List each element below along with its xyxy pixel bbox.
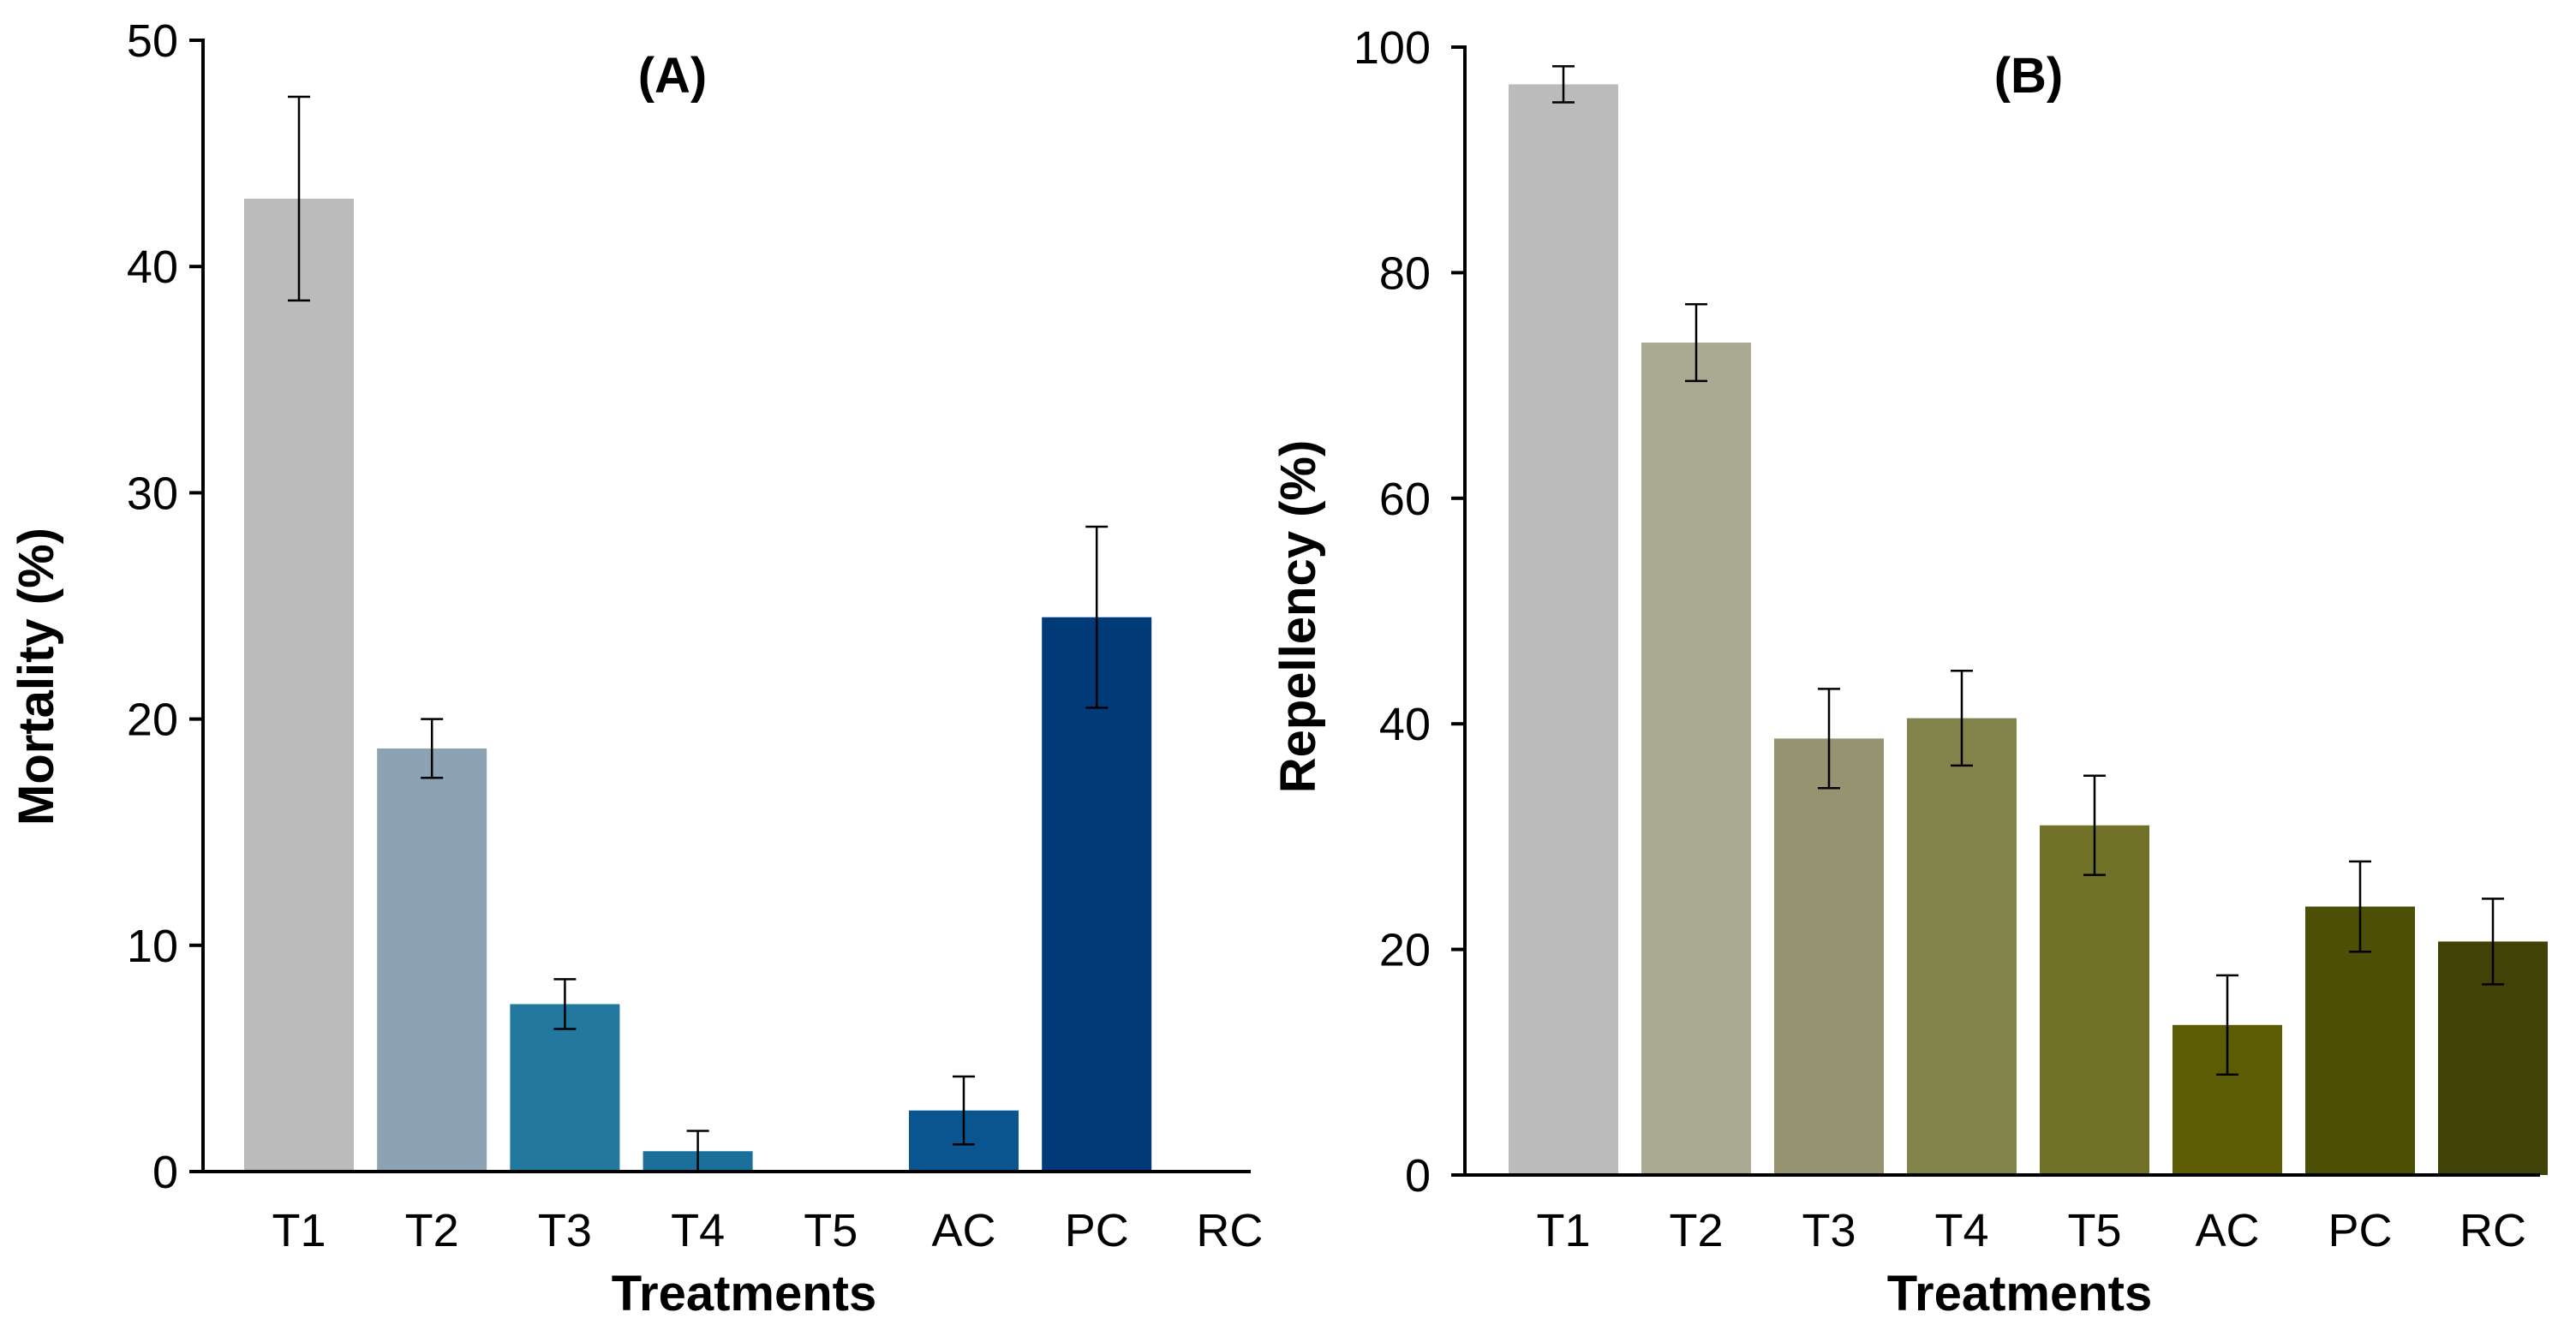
y-tick-label-20: 20 [1379,925,1431,976]
error-bar-t5 [2083,774,2106,876]
bar-t4 [1907,718,2017,1175]
x-tick-label-t1: T1 [1536,1205,1590,1256]
error-bar-pc [1085,525,1109,709]
error-bar-pc [2349,860,2371,953]
x-tick-label-rc: RC [1196,1205,1263,1256]
error-bar-t2 [421,718,444,779]
x-tick-label-rc: RC [2459,1205,2526,1256]
x-tick-label-t4: T4 [671,1205,725,1256]
error-bar-ac [953,1075,975,1146]
panel-a: T1 T2 T3 T4 T5 AC PC RC 0 10 20 30 40 50 (A) Treatments… [9,15,1263,1321]
y-tick-label-40: 40 [127,242,178,293]
x-axis-title: Treatments [1887,1266,2152,1321]
bar-t2 [377,748,487,1172]
x-tick-label-ac: AC [931,1205,995,1256]
error-bar-t4 [1951,670,1973,767]
y-tick-label-20: 20 [127,695,178,746]
x-tick-label-t1: T1 [272,1205,326,1256]
panel-title: (A) [638,48,708,104]
x-tick-label-t2: T2 [1669,1205,1723,1256]
error-bar-t3 [1818,688,1840,790]
y-tick-label-0: 0 [1405,1150,1431,1202]
y-tick-label-0: 0 [152,1147,178,1198]
panel-title: (B) [1994,48,2064,104]
panel-b: T1 T2 T3 T4 T5 AC PC RC 0 20 40 60 80 100 (B) Treatment… [1270,22,2548,1321]
bar-t5 [2040,825,2149,1175]
y-tick-label-50: 50 [127,15,178,67]
bar-t3 [1774,738,1884,1175]
x-tick-label-pc: PC [2328,1205,2392,1256]
error-bar-t1 [1552,65,1575,104]
x-tick-label-t5: T5 [2067,1205,2121,1256]
x-tick-label-t5: T5 [804,1205,858,1256]
bar-t1 [244,198,354,1172]
y-axis-title: Repellency (%) [1270,440,1326,794]
x-tick-label-t3: T3 [538,1205,592,1256]
y-tick-label-80: 80 [1379,248,1431,299]
x-tick-label-ac: AC [2195,1205,2259,1256]
bar-t3 [510,1004,620,1172]
x-tick-label-pc: PC [1065,1205,1129,1256]
error-bar-ac [2216,974,2238,1077]
error-bar-t3 [553,978,577,1030]
y-axis-title: Mortality (%) [9,528,64,826]
error-bar-t2 [1685,303,1707,383]
y-tick-label-10: 10 [127,921,178,972]
x-axis-title: Treatments [612,1266,876,1321]
x-tick-label-t3: T3 [1802,1205,1856,1256]
x-tick-label-t4: T4 [1934,1205,1988,1256]
error-bar-t1 [288,95,310,302]
y-tick-label-60: 60 [1379,474,1431,525]
x-tick-label-t2: T2 [405,1205,459,1256]
error-bar-rc [2482,898,2504,986]
bar-pc [1042,617,1152,1172]
bar-t2 [1641,343,1751,1176]
y-tick-label-30: 30 [127,468,178,519]
y-tick-label-100: 100 [1354,22,1431,74]
y-tick-label-40: 40 [1379,699,1431,750]
bar-t1 [1509,84,1618,1176]
